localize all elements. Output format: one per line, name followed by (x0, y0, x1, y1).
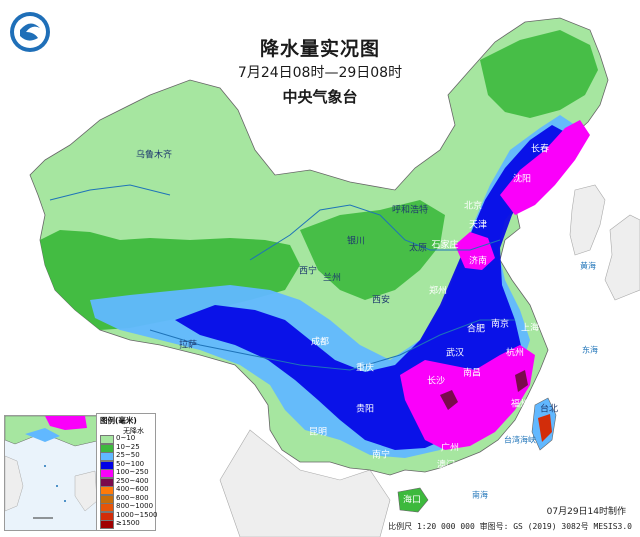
city-label-zhengzhou: 郑州 (428, 286, 448, 297)
made-at: 07月29日14时制作 (546, 507, 626, 517)
sea-label-yellow-sea: 黄海 (580, 261, 596, 271)
city-label-nanjing: 南京 (490, 319, 510, 330)
city-label-hohhot: 呼和浩特 (391, 205, 429, 216)
city-label-shanghai: 上海 (520, 323, 540, 334)
city-label-xining: 西宁 (298, 266, 318, 277)
river-yellow (249, 204, 501, 261)
legend-label: 600~800 (116, 493, 149, 502)
city-label-tianjin: 天津 (468, 220, 488, 231)
legend-label: ≥1500 (116, 519, 140, 527)
inset-map (5, 416, 97, 519)
city-label-kunming: 昆明 (308, 427, 328, 438)
legend: 图例(毫米) 无降水 0~10 10~25 25~50 50~100 100~250 25… (96, 413, 158, 531)
city-label-taiyuan: 太原 (408, 243, 428, 254)
city-label-shijiazhuang: 石家庄 (431, 240, 459, 251)
legend-label: 100~250 (116, 468, 149, 476)
city-label-hongkong: 香港 (460, 460, 480, 471)
city-label-taipei: 台北 (539, 404, 559, 415)
rain-zone-10-25-northeast (480, 30, 598, 118)
city-label-wuhan: 武汉 (445, 348, 465, 359)
city-label-macau: 澳门 (436, 460, 456, 471)
legend-label: 400~600 (116, 485, 149, 493)
city-label-xian: 西安 (371, 295, 391, 306)
legend-title: 图例(毫米) (100, 416, 137, 425)
city-label-chongqing: 重庆 (355, 363, 375, 374)
hainan-land (397, 487, 429, 513)
taiwan-rain-zone (538, 414, 552, 442)
sea-label-east-china-sea: 东海 (582, 345, 598, 355)
rain-zone-250-400-coast (515, 370, 528, 392)
river-yangtze (149, 319, 515, 371)
city-label-nanchang: 南昌 (462, 368, 482, 379)
city-label-changchun: 长春 (530, 144, 550, 155)
city-label-jinan: 济南 (468, 256, 488, 267)
city-label-shenyang: 沈阳 (512, 174, 532, 185)
neighbor-land-japan (604, 214, 640, 301)
legend-label: 1000~1500 (116, 510, 158, 519)
city-label-guiyang: 贵阳 (355, 404, 375, 415)
legend-swatch (100, 520, 114, 529)
river-tarim (49, 184, 171, 201)
rain-zone-250-400 (440, 390, 458, 410)
legend-label: 25~50 (116, 451, 140, 459)
city-label-guangzhou: 广州 (440, 443, 460, 454)
legend-label: 800~1000 (116, 502, 154, 510)
sea-label-taiwan-strait: 台湾海峡 (504, 435, 536, 445)
neighbor-land-southeast-asia (219, 429, 391, 537)
neighbor-land-korea (569, 184, 606, 256)
legend-label: 250~400 (116, 476, 149, 485)
cma-logo-icon (10, 12, 50, 52)
city-label-urumqi: 乌鲁木齐 (135, 150, 173, 161)
city-label-yinchuan: 银川 (346, 236, 366, 247)
map-title: 降水量实况图 (259, 38, 380, 60)
scale-and-approval: 比例尺 1:20 000 000 审图号: GS (2019) 3082号 ME… (388, 522, 632, 531)
city-label-nanning: 南宁 (371, 450, 391, 461)
rain-zone-100-250-southeast (400, 345, 535, 450)
city-label-lhasa: 拉萨 (178, 340, 198, 351)
south-china-sea-inset (4, 415, 98, 531)
city-label-changsha: 长沙 (426, 376, 446, 387)
rain-zone-100-250-north-china (455, 232, 495, 270)
city-label-chengdu: 成都 (310, 337, 330, 348)
legend-no-rain: 无降水 (123, 427, 144, 435)
city-label-haikou: 海口 (402, 495, 422, 506)
map-period: 7月24日08时—29日08时 (237, 65, 403, 81)
map-agency: 中央气象台 (282, 88, 358, 106)
legend-label: 0~10 (116, 434, 136, 442)
city-label-fuzhou: 福州 (510, 399, 530, 410)
rain-zone-100-250-northeast (500, 120, 590, 215)
city-label-hefei: 合肥 (466, 324, 486, 335)
sea-label-south-china-sea: 南海 (472, 490, 488, 500)
legend-label: 10~25 (116, 442, 140, 451)
rain-zone-10-25-central (300, 200, 445, 300)
city-label-lanzhou: 兰州 (322, 273, 342, 284)
city-label-hangzhou: 杭州 (505, 348, 525, 359)
legend-label: 50~100 (116, 459, 145, 468)
city-label-beijing: 北京 (463, 201, 483, 212)
